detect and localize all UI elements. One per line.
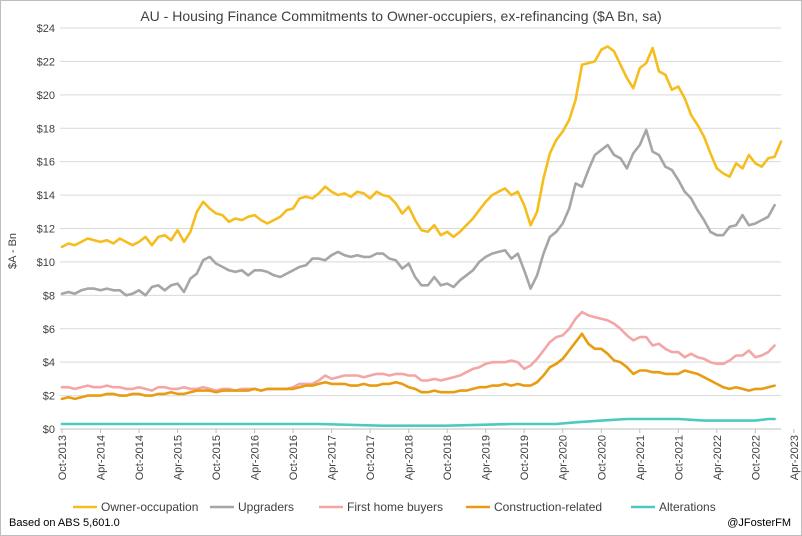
y-tick-label: $20 <box>37 90 55 102</box>
legend: Owner-occupation Upgraders First home buye… <box>73 500 716 514</box>
x-tick-label: Oct-2021 <box>673 435 685 480</box>
y-axis-label: $A - Bn <box>7 233 19 269</box>
x-tick-label: Apr-2018 <box>404 435 416 480</box>
y-tick-label: $10 <box>37 257 55 269</box>
x-tick-label: Apr-2017 <box>327 435 339 480</box>
chart-title: AU - Housing Finance Commitments to Owne… <box>140 8 661 24</box>
y-tick-label: $0 <box>43 424 55 436</box>
y-tick-label: $12 <box>37 224 55 236</box>
x-tick-label: Oct-2016 <box>288 435 300 480</box>
y-axis-ticks: $0 $2 $4 $6 $8 $10 $12 $14 $16 $18 $20 $22 $24 <box>37 23 55 436</box>
x-tick-label: Apr-2023 <box>789 435 801 480</box>
series-line-upgraders <box>60 128 776 297</box>
x-tick-label: Apr-2021 <box>635 435 647 480</box>
x-tick-label: Apr-2016 <box>250 435 262 480</box>
footer-handle: @JFosterFM <box>727 517 791 529</box>
y-tick-label: $14 <box>37 190 55 202</box>
legend-label: Construction-related <box>494 500 602 514</box>
x-tick-label: Oct-2019 <box>519 435 531 480</box>
legend-label: Owner-occupation <box>101 500 198 514</box>
x-tick-label: Apr-2020 <box>558 435 570 480</box>
x-tick-label: Oct-2017 <box>365 435 377 480</box>
gridlines <box>60 27 781 397</box>
series-line-owner-occupation <box>60 45 783 249</box>
x-tick-label: Apr-2015 <box>173 435 185 480</box>
x-tick-label: Oct-2014 <box>134 435 146 480</box>
y-tick-label: $4 <box>43 357 55 369</box>
x-tick-label: Oct-2015 <box>211 435 223 480</box>
y-tick-label: $24 <box>37 23 55 35</box>
series-line-alterations <box>60 417 776 428</box>
legend-label: Alterations <box>659 500 716 514</box>
y-tick-label: $2 <box>43 391 55 403</box>
series-line-first-home-buyers <box>60 310 776 392</box>
y-tick-label: $6 <box>43 324 55 336</box>
series-line-construction-related <box>60 332 776 401</box>
y-tick-label: $18 <box>37 123 55 135</box>
x-tick-label: Apr-2022 <box>712 435 724 480</box>
x-axis-ticks: Oct-2013 Apr-2014 Oct-2014 Apr-2015 Oct-2015… <box>57 429 801 480</box>
legend-label: First home buyers <box>347 500 443 514</box>
plot-series <box>60 45 783 428</box>
x-tick-label: Oct-2013 <box>57 435 69 480</box>
footer-source: Based on ABS 5,601.0 <box>9 517 120 529</box>
x-tick-label: Oct-2022 <box>750 435 762 480</box>
x-tick-label: Oct-2020 <box>596 435 608 480</box>
x-tick-label: Apr-2014 <box>96 435 108 480</box>
y-tick-label: $8 <box>43 290 55 302</box>
x-tick-label: Oct-2018 <box>442 435 454 480</box>
x-tick-label: Apr-2019 <box>481 435 493 480</box>
y-tick-label: $22 <box>37 56 55 68</box>
legend-label: Upgraders <box>238 500 294 514</box>
y-tick-label: $16 <box>37 157 55 169</box>
